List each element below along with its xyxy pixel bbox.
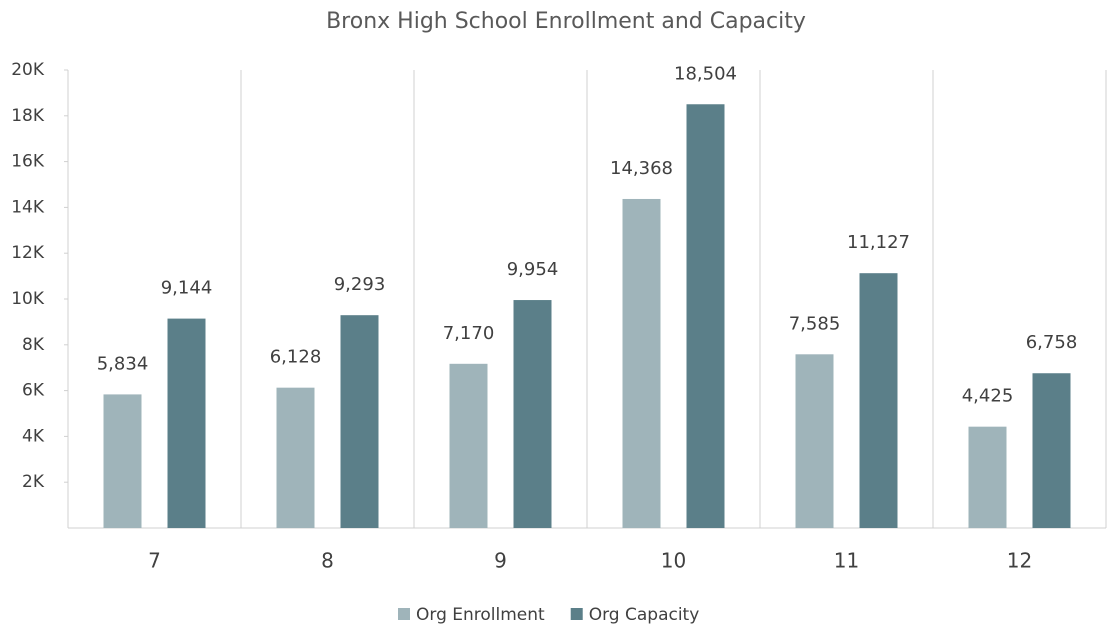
data-label: 7,585 [789, 313, 841, 334]
data-label: 9,954 [507, 259, 559, 280]
bar [968, 426, 1007, 528]
bar [622, 198, 661, 529]
x-tick-label: 11 [834, 549, 859, 573]
bar [449, 363, 488, 528]
legend-swatch [398, 608, 410, 620]
data-label: 4,425 [962, 386, 1014, 407]
x-tick-label: 7 [148, 549, 161, 573]
bar [686, 104, 725, 529]
y-tick-label: 18K [11, 106, 45, 126]
data-label: 14,368 [610, 158, 673, 179]
y-tick-label: 4K [22, 426, 45, 446]
data-label: 9,293 [334, 274, 386, 295]
bar [1032, 373, 1071, 528]
bar [167, 318, 206, 528]
bar [859, 273, 898, 528]
data-label: 5,834 [97, 353, 149, 374]
x-tick-label: 12 [1007, 549, 1032, 573]
bar [340, 315, 379, 528]
bar [276, 387, 315, 528]
y-tick-label: 20K [11, 60, 45, 80]
legend-swatch [570, 608, 583, 620]
data-label: 7,170 [443, 323, 495, 344]
y-tick-label: 16K [11, 152, 45, 172]
y-tick-label: 14K [11, 197, 45, 217]
y-tick-label: 12K [11, 243, 45, 263]
data-label: 11,127 [847, 232, 910, 253]
y-tick-label: 8K [22, 335, 45, 355]
data-label: 9,144 [161, 278, 213, 299]
bar [795, 354, 834, 528]
chart-title: Bronx High School Enrollment and Capacit… [326, 9, 806, 34]
data-label: 6,128 [270, 347, 322, 368]
bar [513, 300, 552, 528]
y-tick-label: 10K [11, 289, 45, 309]
x-tick-label: 10 [661, 549, 686, 573]
legend-label: Org Enrollment [416, 605, 545, 625]
legend-label: Org Capacity [589, 605, 700, 625]
data-label: 6,758 [1026, 332, 1078, 353]
y-tick-label: 2K [22, 472, 45, 492]
data-label: 18,504 [674, 63, 737, 84]
y-tick-label: 6K [22, 381, 45, 401]
x-tick-label: 8 [321, 549, 334, 573]
x-tick-label: 9 [494, 549, 507, 573]
bar [103, 394, 142, 528]
